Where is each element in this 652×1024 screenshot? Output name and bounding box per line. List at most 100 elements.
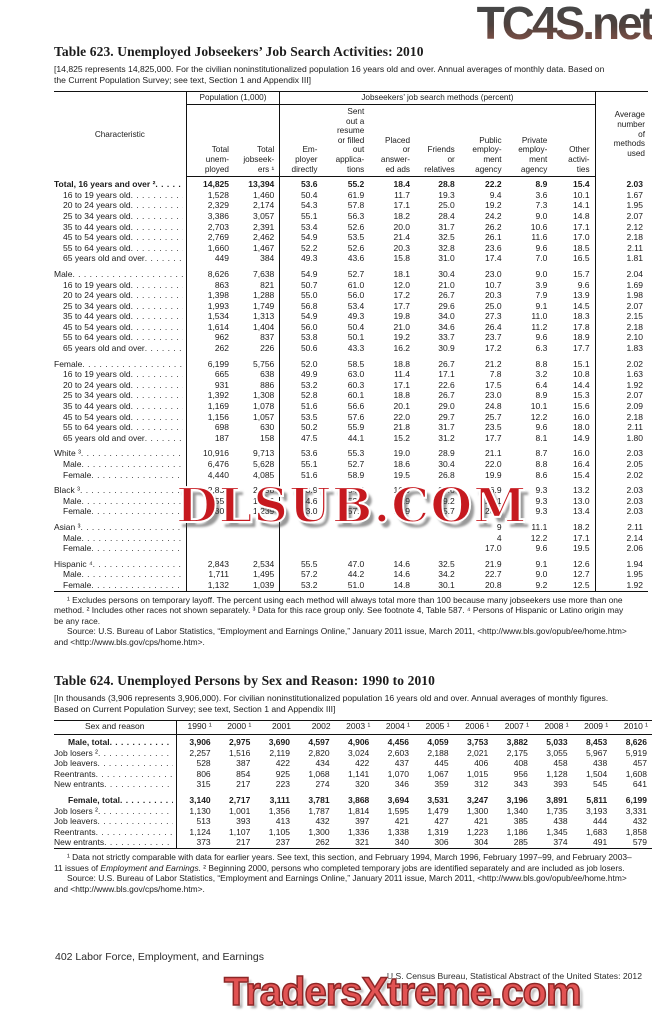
cell: 12.6 [552, 553, 596, 570]
cell: 1.95 [626, 200, 643, 211]
cell: 9.3 [535, 485, 548, 496]
cell: 9.3 [535, 495, 548, 506]
cell: 60.3 [347, 379, 365, 390]
cell: 50.1 [347, 332, 365, 343]
table-row: 45 to 54 years old 2,769 2,462 54.9 53.5 21.4… [54, 232, 648, 243]
row-label-text: Asian ³ [54, 521, 81, 532]
cell: 26.7 [438, 358, 455, 369]
cell: 21.8 [393, 422, 411, 433]
cell: 17.1 [393, 379, 411, 390]
cell: 1,495 [234, 569, 281, 580]
cell: 19.9 [485, 469, 502, 480]
table-row: Reentrants 1,124 1,107 1,105 1,300 1,336 1,338… [54, 826, 652, 838]
cell: 19.0 [393, 448, 411, 459]
cell: 4 [496, 532, 502, 543]
cell: 2.14 [626, 532, 643, 543]
cell: 54.3 [300, 200, 318, 211]
row-label-text: Male [63, 459, 82, 469]
cell: 457 [632, 758, 647, 769]
cell: 10.6 [530, 221, 548, 232]
row-label: 25 to 34 years old [54, 300, 187, 312]
cell: 22.0 [393, 411, 411, 422]
cell: 27.3 [485, 311, 502, 322]
cell: 55.2 [347, 179, 365, 190]
cell: 9.6 [535, 543, 548, 554]
cell: 384 [234, 253, 281, 264]
cell: 9.0 [535, 268, 548, 279]
cell: 56.0 [347, 290, 365, 301]
table-row: 65 years old and over 449 384 49.3 43.6 15.8 3… [54, 253, 648, 264]
cell: 16.2 [393, 343, 411, 354]
cell: 2.11 [627, 422, 643, 433]
cell: 10,916 [203, 448, 229, 459]
cell: 10.1 [552, 189, 596, 201]
cell: 304 [474, 837, 489, 848]
cell: 25.7 [438, 506, 455, 517]
table-row: Hispanic ⁴ 2,843 2,534 55.5 47.0 14.6 32.5 21.9… [54, 553, 648, 570]
cell: 491 [593, 837, 608, 848]
cell: 30.4 [438, 459, 455, 469]
cell: 9.1 [535, 300, 548, 311]
cell: 434 [315, 758, 330, 769]
cell: 2.18 [626, 321, 643, 332]
cell: 312 [474, 779, 489, 790]
row-label-text: Job leavers [54, 758, 98, 769]
cell: 2,257 [189, 747, 211, 758]
column-group-population: Population (1,000) [186, 91, 281, 105]
dot-leader [98, 748, 173, 759]
cell: 23.6 [485, 242, 502, 253]
cell: 16.9 [393, 485, 411, 496]
cell: 343 [513, 779, 528, 790]
cell: 1,169 [207, 401, 229, 412]
cell: 393 [553, 779, 568, 790]
cell: 18.8 [393, 390, 411, 401]
table-row: 20 to 24 years old 1,398 1,288 55.0 56.0 17.2… [54, 290, 648, 301]
dot-leader [97, 758, 172, 769]
cell: 26.7 [438, 290, 455, 301]
cell: 26.1 [485, 232, 502, 243]
table-624: Sex and reason 1990 ¹ 2000 ¹ 2001 2002 2003 … [54, 720, 652, 849]
cell: 29.7 [438, 411, 455, 422]
cell: 5,756 [234, 353, 281, 370]
row-label: 45 to 54 years old [54, 411, 187, 423]
row-label: Total, 16 years and over ² [54, 176, 187, 190]
table-row: 35 to 44 years old 1,534 1,313 54.9 49.3 19.8… [54, 311, 648, 322]
cell: 2.03 [626, 506, 643, 517]
footnote-text: Source: U.S. Bureau of Labor Statistics,… [54, 626, 627, 647]
cell [280, 533, 323, 544]
row-label: 45 to 54 years old [54, 232, 187, 243]
dot-leader [131, 190, 183, 201]
cell: 458 [553, 758, 568, 769]
year-column-header: 2005 ¹ [413, 720, 454, 736]
cell: 2,717 [229, 794, 251, 805]
cell: 31.0 [438, 253, 455, 264]
cell: 1,300 [466, 805, 489, 816]
column-header-characteristic: Characteristic [54, 91, 187, 177]
cell: 385 [513, 816, 528, 827]
dot-leader [145, 253, 183, 264]
column-group-methods: Jobseekers’ job search methods (percent) [279, 91, 596, 105]
cell: 3.6 [535, 189, 548, 200]
cell: 3,531 [427, 794, 449, 805]
cell: 2,188 [427, 747, 449, 758]
row-label: Male [54, 569, 187, 580]
cell: 2.15 [626, 311, 643, 322]
cell: 52.7 [347, 268, 365, 279]
cell: 3,055 [546, 747, 568, 758]
cell: 52.0 [347, 495, 365, 506]
cell: 9.2 [535, 579, 548, 590]
cell: 56.0 [300, 321, 318, 332]
cell: 579 [632, 837, 647, 848]
cell: 19.3 [438, 189, 455, 200]
row-label-text: Job losers ² [54, 747, 98, 758]
cell: 17.8 [552, 321, 596, 333]
cell: 22.7 [485, 569, 502, 580]
cell: 14.1 [552, 200, 596, 211]
cell [186, 543, 234, 554]
table-624-body: Male, total 3,906 2,975 3,690 4,597 4,906 4,45… [54, 734, 652, 849]
cell: 17.4 [485, 253, 502, 264]
footnote-text: ¹ Data not strictly comparable with data… [54, 851, 632, 873]
cell: 1,504 [585, 768, 608, 779]
table-row: Black ³ 2,852 2,698 53.9 54.4 16.9 27.6 26.9 9.3… [54, 480, 648, 496]
column-header-sex-and-reason: Sex and reason [54, 720, 177, 736]
